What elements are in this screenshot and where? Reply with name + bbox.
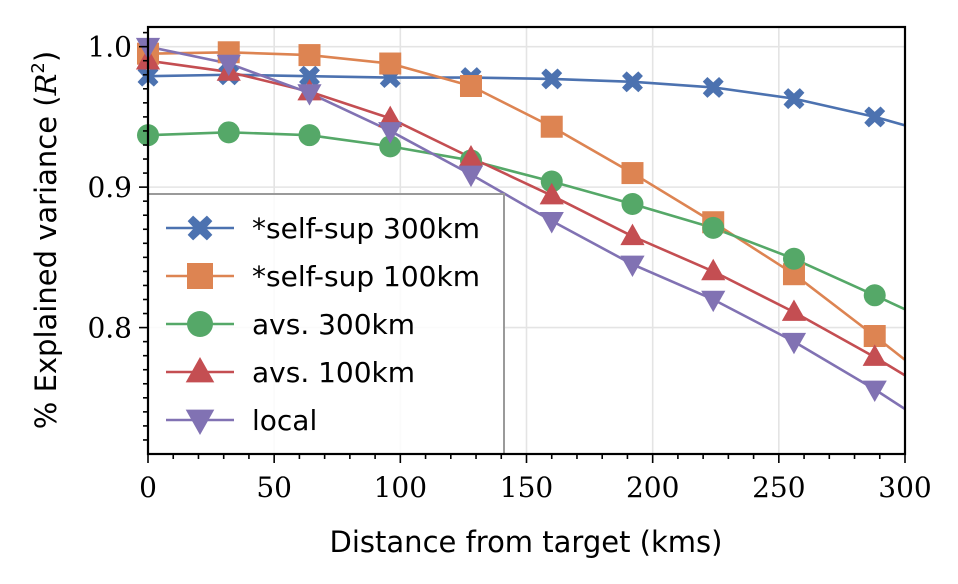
data-point	[540, 115, 563, 138]
legend-marker	[185, 409, 215, 435]
legend-item: *self-sup 100km	[166, 260, 480, 293]
x-tick-label: 0	[139, 471, 157, 504]
x-tick-label: 50	[256, 471, 292, 504]
legend-item: avs. 100km	[166, 356, 415, 389]
data-point	[299, 65, 320, 87]
x-tick-label: 100	[374, 471, 427, 504]
data-point	[863, 284, 886, 307]
data-point	[217, 121, 240, 144]
legend-marker	[187, 263, 213, 289]
data-point	[458, 165, 484, 188]
data-point	[540, 170, 563, 193]
x-tick-label: 150	[500, 471, 553, 504]
y-tick-label: 1.0	[87, 31, 132, 64]
data-point	[702, 216, 725, 239]
series-markers-avs-300km	[137, 121, 886, 307]
data-point	[459, 74, 482, 97]
legend-marker	[187, 215, 213, 241]
data-point	[701, 258, 726, 281]
data-point	[620, 223, 645, 246]
data-point	[783, 88, 805, 110]
legend-item: local	[166, 404, 317, 437]
x-axis-label: Distance from target (kms)	[330, 525, 723, 559]
legend-item: avs. 300km	[166, 308, 415, 341]
legend-label: avs. 300km	[252, 308, 415, 341]
data-point	[781, 299, 807, 321]
x-tick-label: 300	[878, 471, 931, 504]
legend-marker	[187, 311, 213, 337]
data-point	[378, 105, 403, 128]
data-point	[862, 380, 887, 403]
legend-item: *self-sup 300km	[166, 212, 480, 245]
data-point	[864, 106, 886, 128]
data-point	[298, 124, 321, 147]
legend-label: *self-sup 300km	[252, 212, 480, 245]
data-point	[379, 52, 402, 75]
legend-label: local	[252, 404, 317, 437]
data-point	[622, 71, 643, 93]
x-tick-label: 200	[626, 471, 679, 504]
x-tick-label: 250	[752, 471, 805, 504]
data-point	[781, 332, 807, 355]
data-point	[862, 344, 887, 366]
y-tick-label: 0.9	[87, 171, 132, 204]
data-point	[378, 122, 403, 144]
data-point	[298, 44, 321, 67]
data-point	[539, 212, 564, 234]
legend-label: *self-sup 100km	[252, 260, 480, 293]
data-point	[782, 247, 805, 270]
legend-marker	[185, 357, 215, 383]
data-point	[621, 192, 644, 215]
data-point	[458, 144, 484, 167]
data-point	[782, 263, 805, 286]
data-point	[702, 76, 724, 98]
series-markers	[135, 37, 887, 403]
data-point	[379, 135, 402, 158]
data-point	[541, 68, 563, 90]
data-point	[620, 255, 645, 278]
y-axis-label: % Explained variance (R2)	[28, 51, 63, 429]
legend-label: avs. 100km	[252, 356, 415, 389]
data-point	[539, 182, 564, 205]
series-markers-self-sup-300km	[137, 64, 886, 128]
data-point	[297, 84, 322, 106]
ticks: 0 50 100 150 200 250 300 0.8 0.9 1.0	[87, 31, 931, 504]
y-tick-label: 0.8	[87, 312, 132, 345]
legend: *self-sup 300km *self-sup 100km avs. 300km…	[147, 193, 505, 455]
data-point	[701, 290, 726, 313]
data-point	[621, 162, 644, 185]
data-point	[216, 54, 241, 77]
data-point	[863, 325, 886, 348]
